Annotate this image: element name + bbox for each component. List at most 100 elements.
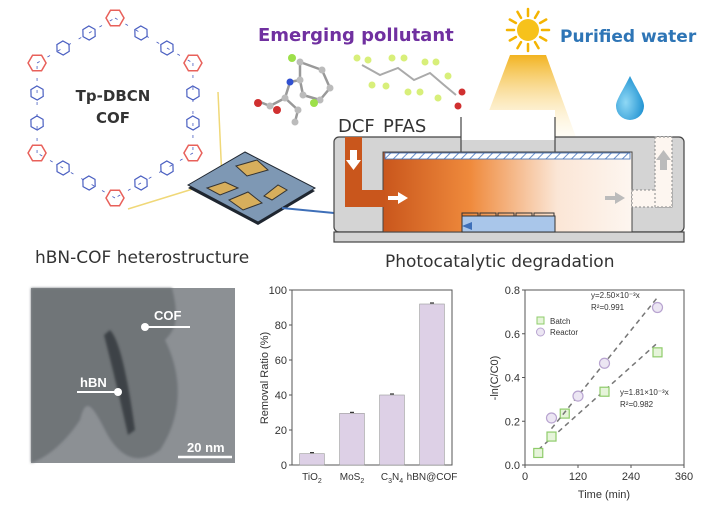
data-point-reactor	[572, 390, 584, 402]
data-point-reactor	[545, 412, 558, 424]
triformyl-node	[105, 9, 125, 27]
bar	[339, 413, 365, 466]
legend-reactor-marker	[536, 327, 545, 337]
outlet-arrow-icon	[656, 150, 671, 170]
x-tick-label: 0	[522, 471, 528, 483]
inflow-arrow-icon	[346, 150, 361, 170]
data-point-batch	[652, 347, 663, 358]
sun-ray	[533, 10, 540, 20]
triformyl-node	[183, 54, 203, 72]
label-part: TiO	[302, 472, 318, 483]
label-part: 2	[318, 478, 322, 485]
label-part: hBN@COF	[407, 472, 458, 483]
label-part: C	[381, 472, 388, 483]
sun-ray	[538, 18, 548, 25]
x-tick-label: C3N4	[381, 472, 403, 485]
linker-ring	[186, 115, 200, 131]
bar	[419, 303, 445, 466]
legend-batch-marker	[536, 316, 545, 325]
dcf-molecule-icon	[254, 54, 334, 126]
tem-scale-bar: 20 nm	[187, 440, 225, 455]
x-tick-label: 240	[622, 471, 640, 483]
reactor-fit-r2: R²=0.991	[591, 303, 625, 312]
y-tick-label: 0.0	[505, 460, 520, 472]
kinetics-scatter-chart: 0 120 240 360 0.0 0.2 0.4 0.6 0.8	[505, 285, 693, 483]
kinetics-xlabel: Time (min)	[578, 489, 630, 501]
bar	[299, 453, 325, 466]
sun-ray	[508, 18, 518, 25]
data-point-batch	[559, 408, 570, 419]
heterostructure-caption: hBN-COF heterostructure	[35, 248, 249, 268]
x-tick-label: 120	[569, 471, 587, 483]
x-tick-label: hBN@COF	[407, 472, 458, 483]
linker-ring	[30, 85, 44, 101]
pollutant-pfas: PFAS	[383, 116, 426, 137]
data-point-batch	[533, 447, 544, 459]
sun-icon	[505, 7, 551, 53]
x-tick-label: TiO2	[302, 472, 322, 485]
purified-water-title: Purified water	[560, 27, 697, 47]
label-part: MoS	[340, 472, 361, 483]
batch-fit-r2: R²=0.982	[620, 400, 654, 409]
y-tick-label: 0.4	[505, 373, 520, 385]
y-tick-label: 40	[275, 390, 287, 402]
triformyl-node	[105, 189, 125, 207]
sun-ray	[516, 10, 523, 20]
data-point-reactor	[598, 357, 611, 369]
bar-ylabel: Removal Ratio (%)	[259, 332, 271, 424]
x-tick-label: 360	[675, 471, 693, 483]
kinetics-ylabel: -ln(C/C0)	[489, 356, 501, 401]
linker-ring	[30, 115, 44, 131]
sun-ray	[508, 35, 518, 42]
triformyl-node	[27, 144, 47, 162]
pollutant-title: Emerging pollutant	[258, 25, 454, 46]
label-part: 3	[388, 478, 392, 485]
cof-label-line1: Tp-DBCN	[76, 87, 151, 105]
linker-bond	[114, 17, 194, 64]
hbn-chip-icon	[186, 151, 317, 225]
reactor-fit-equation: y=2.50×10⁻³x	[591, 291, 640, 300]
linker-ring	[56, 160, 70, 176]
triformyl-node	[27, 54, 47, 72]
label-part: 2	[360, 478, 364, 485]
legend-batch-label: Batch	[550, 317, 570, 326]
linker-ring	[160, 160, 174, 176]
flow-reactor	[333, 110, 685, 243]
tem-label-hbn: hBN	[80, 375, 107, 390]
linker-ring	[160, 40, 174, 56]
data-point-reactor	[651, 301, 664, 314]
bar	[379, 394, 405, 466]
tem-image	[31, 288, 235, 463]
y-tick-label: 60	[275, 355, 287, 367]
sun-ray	[538, 35, 548, 42]
y-tick-label: 0	[281, 460, 287, 472]
cof-label-line2: COF	[96, 109, 130, 127]
pfas-molecule-icon	[353, 54, 466, 110]
y-tick-label: 20	[275, 425, 287, 437]
linker-bond	[36, 17, 116, 64]
linker-bond	[114, 152, 194, 199]
outflow-arrow-icon	[605, 192, 625, 204]
sun-disc	[517, 19, 539, 41]
data-point-batch	[546, 431, 557, 442]
linker-ring	[82, 25, 96, 41]
y-tick-label: 100	[269, 285, 287, 297]
tem-label-cof: COF	[154, 308, 182, 323]
linker-ring	[134, 25, 148, 41]
flow-arrow-icon	[388, 192, 408, 204]
triformyl-node	[183, 144, 203, 162]
y-tick-label: 0.6	[505, 329, 520, 341]
linker-bond	[36, 152, 116, 199]
photocatalysis-caption: Photocatalytic degradation	[385, 252, 614, 272]
data-point-batch	[599, 386, 610, 397]
pollutant-dcf: DCF	[338, 116, 375, 137]
linker-ring	[134, 175, 148, 191]
cof-structure	[27, 9, 203, 207]
y-tick-label: 0.8	[505, 285, 520, 297]
y-tick-label: 80	[275, 320, 287, 332]
y-tick-label: 0.2	[505, 416, 520, 428]
legend-reactor-label: Reactor	[550, 328, 578, 337]
batch-fit-equation: y=1.81×10⁻³x	[620, 388, 669, 397]
